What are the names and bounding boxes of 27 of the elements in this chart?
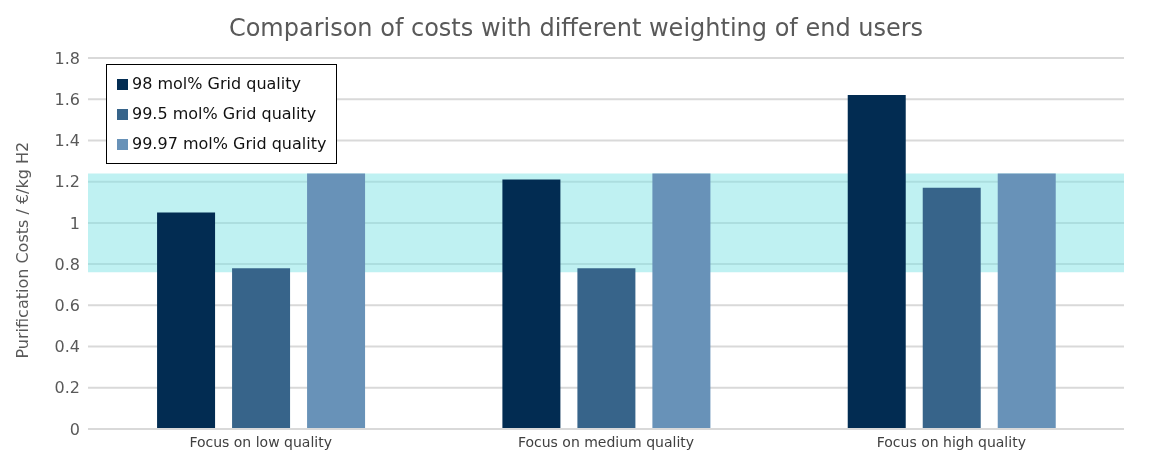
chart-title: Comparison of costs with different weighting of end users [227, 13, 925, 44]
legend-label: 99.97 mol% Grid quality [131, 133, 327, 155]
y-tick-label: 1.2 [54, 172, 80, 192]
legend-label: 99.5 mol% Grid quality [131, 103, 318, 125]
y-tick-label: 1 [69, 213, 80, 233]
x-tick-label: Focus on low quality [189, 433, 332, 450]
bar [997, 173, 1056, 429]
y-tick-label: 0.2 [54, 378, 80, 398]
bar [502, 179, 561, 429]
x-tick-label: Focus on medium quality [517, 433, 695, 450]
bar [307, 173, 366, 429]
x-tick-label: Focus on high quality [876, 433, 1026, 450]
y-tick-label: 1.4 [54, 131, 80, 151]
legend-label: 98 mol% Grid quality [131, 73, 302, 95]
bar [577, 268, 636, 429]
bar [847, 95, 906, 429]
y-tick-label: 1.8 [54, 48, 80, 68]
bar [652, 173, 711, 429]
y-axis-title: Purification Costs / €/kg H2 [12, 141, 32, 359]
y-tick-label: 0 [69, 419, 80, 439]
y-tick-label: 0.6 [54, 296, 80, 316]
bar [232, 268, 291, 429]
bar [922, 187, 981, 429]
bar [157, 212, 216, 429]
y-tick-label: 0.4 [54, 337, 80, 357]
y-tick-label: 1.6 [54, 89, 80, 109]
y-tick-label: 0.8 [54, 254, 80, 274]
